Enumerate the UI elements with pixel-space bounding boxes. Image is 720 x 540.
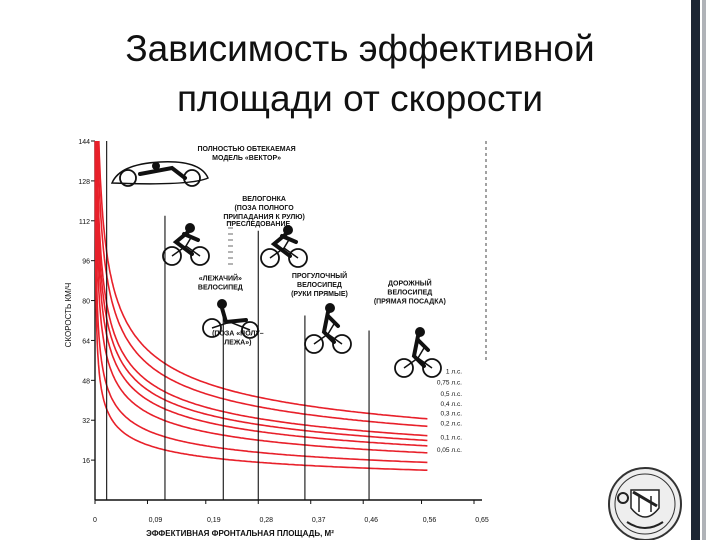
position-label: (ПРЯМАЯ ПОСАДКА) [374,299,446,306]
y-tick-label: 96 [82,259,90,266]
bicycle-wheel-icon [119,169,137,187]
position-label: ВЕЛОСИПЕД [297,282,342,289]
chart-curves: 1 л.с. 0,75 л.с. 0,5 л.с. 0,4 л.с. 0,3 л.с. 0… [94,140,463,471]
y-tick-label: 16 [82,458,90,465]
position-label: ПРОГУЛОЧНЫЙ [292,271,347,280]
position-label: «ЛЕЖАЧИЙ» [199,274,242,283]
title-line-2: площади от скорости [176,78,544,119]
y-axis-label: СКОРОСТЬ КМ/Ч [64,283,73,348]
rider-body-icon [270,232,298,258]
y-tick-label: 80 [82,299,90,306]
bicycle-wheel-icon [162,246,182,266]
position-label: (РУКИ ПРЯМЫЕ) [291,291,348,298]
power-curve-label: 0,1 л.с. [441,434,463,441]
power-curve-label: 0,75 л.с. [437,380,462,387]
x-tick-label: 0,65 [475,517,489,524]
rider-body-icon [172,230,200,256]
position-label: ПОЛНОСТЬЮ ОБТЕКАЕМАЯ [197,146,295,153]
rider-body-icon [321,310,340,344]
position-sub-label: (ПОЗА «ПОЛУ– [212,330,264,337]
recumbent-rider-icon [220,306,248,325]
position-label: ПРЕСЛЕДОВАНИЕ [226,221,290,228]
bicycle-wheel-icon [190,246,210,266]
y-tick-label: 48 [82,378,90,385]
university-emblem-icon [608,467,682,540]
power-curve-6 [94,141,428,464]
power-curve-label: 0,4 л.с. [441,401,463,408]
title-line-1: Зависимость эффективной [125,28,595,69]
y-tick-label: 144 [78,139,90,146]
power-curve-4 [95,140,428,447]
bicycle-wheel-icon [202,318,222,338]
right-border-bar [691,0,700,540]
x-tick-label: 0,46 [364,517,378,524]
chart-ticks: 16 32 48 64 80 96 112 128 144 0 0,09 0,19 0,28 0,37 0,… [78,139,489,524]
bicycle-wheel-icon [288,248,308,268]
position-label: ДОРОЖНЫЙ [388,279,432,288]
chart-figures [110,161,442,378]
power-curve-label: 0,2 л.с. [441,421,463,428]
power-curve-label: 0,3 л.с. [441,411,463,418]
position-label: ВЕЛОСИПЕД [198,285,243,292]
power-curve-5 [95,141,428,454]
y-tick-label: 32 [82,418,90,425]
bicycle-wheel-icon [332,334,352,354]
bicycle-wheel-icon [422,358,442,378]
position-sub-label: ЛЕЖА») [224,339,251,346]
x-tick-label: 0,19 [207,517,221,524]
chart-markers: ПОЛНОСТЬЮ ОБТЕКАЕМАЯ МОДЕЛЬ «ВЕКТОР» ПРЕСЛ… [106,141,446,500]
right-border-stripe [702,0,706,540]
x-tick-label: 0,09 [149,517,163,524]
position-label: (ПОЗА ПОЛНОГО [234,205,294,212]
y-tick-label: 64 [82,338,90,345]
x-axis-label: ЭФФЕКТИВНАЯ ФРОНТАЛЬНАЯ ПЛОЩАДЬ, М² [146,529,334,538]
position-label: ПРИПАДАНИЯ К РУЛЮ) [223,214,305,221]
bicycle-wheel-icon [394,358,414,378]
rider-body-icon [411,334,430,368]
bicycle-wheel-icon [304,334,324,354]
power-curve-7 [94,141,428,471]
y-tick-label: 128 [78,179,90,186]
power-curve-0 [98,140,428,420]
power-curve-label: 0,05 л.с. [437,447,462,454]
x-tick-label: 0 [93,517,97,524]
position-label: ВЕЛОГОНКА [242,196,286,203]
position-label: ВЕЛОСИПЕД [387,290,432,297]
x-tick-label: 0,56 [423,517,437,524]
y-tick-label: 112 [79,219,90,226]
power-curve-3 [95,141,428,442]
rider-head-icon [152,162,160,170]
reclined-rider-icon [138,165,187,180]
power-curve-label: 1 л.с. [446,368,462,375]
rider-head-icon [217,299,227,309]
right-border-edge [708,0,720,540]
power-curve-1 [97,141,428,428]
x-tick-label: 0,37 [312,517,326,524]
power-curve-label: 0,5 л.с. [441,391,463,398]
position-label: МОДЕЛЬ «ВЕКТОР» [212,155,281,162]
bicycle-wheel-icon [241,321,259,339]
slide-title: Зависимость эффективной площади от скоро… [60,24,660,124]
bicycle-wheel-icon [260,248,280,268]
x-tick-label: 0,28 [259,517,273,524]
power-curve-2 [96,141,428,437]
streamlined-vehicle-icon [110,161,209,185]
